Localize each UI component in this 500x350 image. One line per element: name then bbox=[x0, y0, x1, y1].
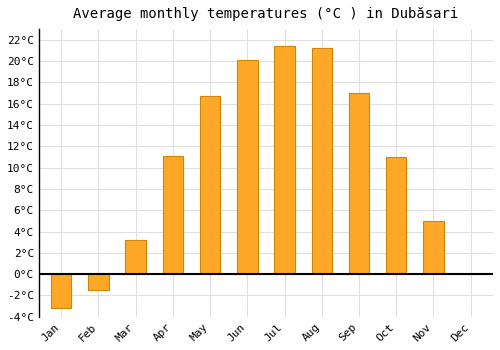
Bar bbox=[88, 274, 108, 290]
Bar bbox=[126, 240, 146, 274]
Bar bbox=[274, 46, 295, 274]
Bar bbox=[51, 274, 72, 308]
Bar bbox=[386, 157, 406, 274]
Bar bbox=[312, 48, 332, 274]
Title: Average monthly temperatures (°C ) in Dubăsari: Average monthly temperatures (°C ) in Du… bbox=[74, 7, 458, 21]
Bar bbox=[349, 93, 370, 274]
Bar bbox=[237, 60, 258, 274]
Bar bbox=[423, 221, 444, 274]
Bar bbox=[200, 96, 220, 274]
Bar bbox=[162, 156, 183, 274]
